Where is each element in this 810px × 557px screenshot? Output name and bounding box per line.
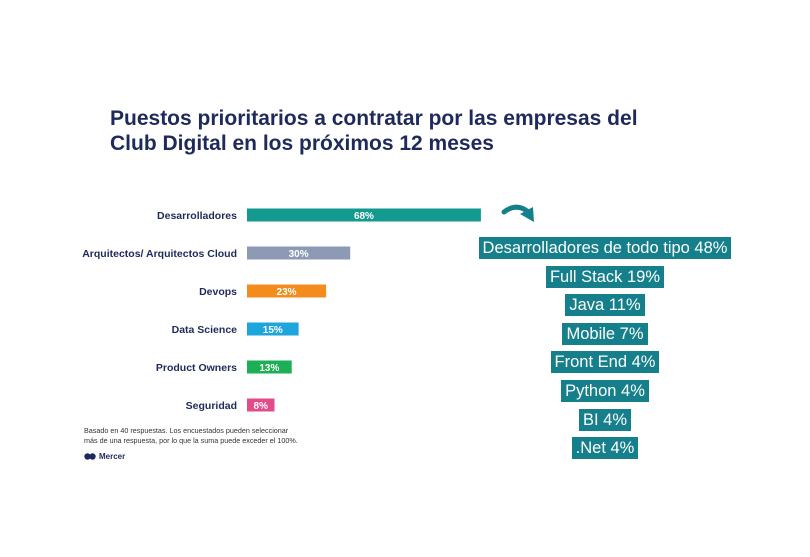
- value-label: 23%: [277, 287, 297, 298]
- breakdown-item: .Net 4%: [465, 436, 745, 460]
- breakdown-item-label: Java 11%: [565, 294, 645, 317]
- value-label: 68%: [354, 211, 374, 222]
- breakdown-item-label: Desarrolladores de todo tipo 48%: [478, 237, 732, 259]
- breakdown-item-label: Front End 4%: [550, 351, 660, 374]
- mercer-logo-text: Mercer: [99, 452, 126, 461]
- breakdown-item: Mobile 7%: [465, 322, 745, 346]
- breakdown-item: Full Stack 19%: [465, 265, 745, 289]
- category-label: Product Owners: [156, 362, 237, 374]
- curved-arrow-down-right-icon: [501, 204, 534, 222]
- breakdown-item-label: Python 4%: [561, 380, 649, 402]
- footnote: Basado en 40 respuestas. Los encuestados…: [84, 426, 354, 445]
- breakdown-item: Front End 4%: [465, 350, 745, 374]
- category-label: Desarrolladores: [157, 210, 237, 222]
- bar: [247, 284, 327, 298]
- footnote-line-1: Basado en 40 respuestas. Los encuestados…: [84, 426, 289, 435]
- bar: [247, 360, 292, 374]
- breakdown-item-label: BI 4%: [578, 408, 632, 431]
- value-label: 8%: [254, 401, 269, 412]
- breakdown-item: BI 4%: [465, 408, 745, 432]
- bar: [247, 398, 275, 412]
- value-label: 15%: [263, 325, 283, 336]
- category-label: Seguridad: [186, 400, 237, 412]
- category-label: Devops: [199, 286, 237, 298]
- chart-title: Puestos prioritarios a contratar por las…: [110, 106, 710, 156]
- breakdown-item-label: Full Stack 19%: [545, 265, 665, 288]
- bar: [247, 246, 351, 260]
- mercer-logo-icon: [84, 453, 96, 460]
- title-line-1: Puestos prioritarios a contratar por las…: [110, 107, 638, 130]
- value-label: 13%: [259, 363, 279, 374]
- title-line-2: Club Digital en los próximos 12 meses: [110, 132, 494, 155]
- value-label: 30%: [289, 249, 309, 260]
- breakdown-item: Python 4%: [465, 379, 745, 403]
- breakdown-item-label: .Net 4%: [571, 437, 639, 460]
- breakdown-item: Desarrolladores de todo tipo 48%: [465, 236, 745, 260]
- category-label: Data Science: [172, 324, 238, 336]
- bar: [247, 208, 481, 222]
- breakdown-item: Java 11%: [465, 293, 745, 317]
- breakdown-item-label: Mobile 7%: [562, 322, 648, 345]
- footnote-line-2: más de una respuesta, por lo que la suma…: [84, 435, 298, 445]
- mercer-logo: Mercer: [84, 452, 125, 461]
- category-label: Arquitectos/ Arquitectos Cloud: [82, 248, 237, 260]
- bar: [247, 322, 299, 336]
